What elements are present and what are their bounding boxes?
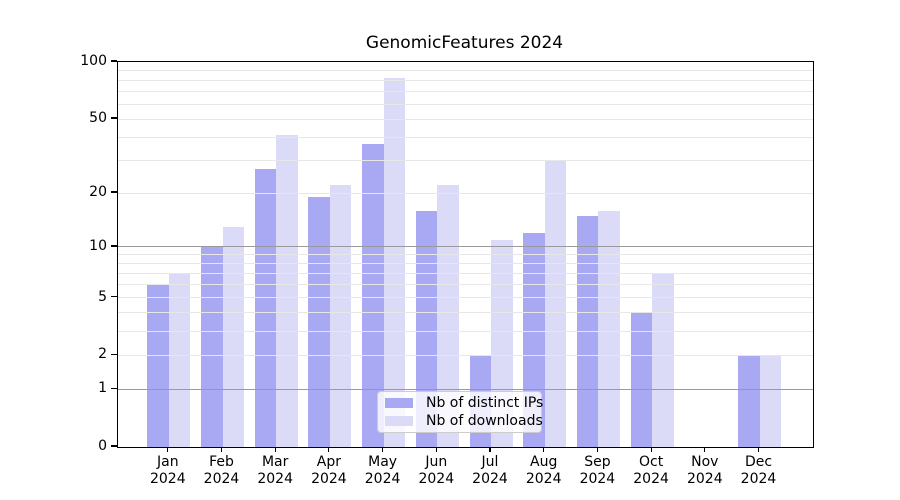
x-tick-label-oct: Oct 2024	[633, 454, 669, 487]
legend: Nb of distinct IPs Nb of downloads	[377, 391, 543, 433]
bar-feb-downloads	[222, 226, 244, 447]
chart-title: GenomicFeatures 2024	[365, 33, 564, 53]
bar-apr-downloads	[329, 185, 352, 447]
x-tick-label-may: May 2024	[364, 454, 401, 487]
x-tick-mark-aug	[543, 447, 545, 453]
legend-label-distinct-ips: Nb of distinct IPs	[426, 395, 544, 411]
y-tick-mark-1	[111, 387, 117, 389]
x-tick-mark-sep	[596, 447, 598, 453]
y-tick-mark-20	[111, 191, 117, 193]
y-tick-label-20: 20	[89, 184, 107, 201]
gridline-y-6	[118, 284, 813, 286]
x-tick-label-sep: Sep 2024	[579, 454, 616, 487]
plot-area	[117, 61, 814, 448]
bar-mar-downloads	[276, 135, 298, 447]
bar-may-distinct-ips	[362, 143, 384, 447]
bar-jun-distinct-ips	[415, 210, 438, 447]
x-tick-mark-feb	[220, 447, 223, 453]
y-tick-mark-10	[111, 245, 117, 247]
x-tick-label-nov: Nov 2024	[686, 454, 723, 487]
x-tick-label-dec: Dec 2024	[740, 454, 777, 487]
gridline-y-2	[118, 354, 813, 356]
bar-aug-downloads	[544, 160, 567, 447]
x-tick-label-jul: Jul 2024	[472, 454, 508, 487]
bar-jun-downloads	[437, 185, 459, 447]
gridline-y-40	[118, 136, 813, 138]
x-tick-label-apr: Apr 2024	[311, 454, 347, 487]
gridline-y-80	[118, 79, 813, 81]
bar-mar-distinct-ips	[254, 169, 277, 447]
x-tick-label-jan: Jan 2024	[149, 454, 186, 487]
y-tick-mark-5	[111, 295, 117, 298]
y-tick-label-100: 100	[80, 53, 107, 69]
x-tick-mark-mar	[274, 447, 276, 453]
y-tick-label-2: 2	[98, 346, 107, 363]
gridline-y-60	[118, 103, 813, 105]
gridline-y-90	[118, 70, 813, 72]
gridline-y-3	[118, 330, 813, 332]
legend-label-downloads: Nb of downloads	[426, 413, 543, 429]
bar-jan-distinct-ips	[147, 284, 169, 447]
x-tick-mark-nov	[704, 447, 706, 453]
legend-row-distinct-ips: Nb of distinct IPs	[385, 395, 543, 411]
x-tick-mark-oct	[650, 447, 652, 453]
gridline-y-30	[118, 160, 813, 162]
x-tick-mark-jan	[167, 447, 169, 453]
bar-dec-downloads	[759, 355, 781, 447]
gridline-y-7	[118, 273, 813, 275]
gridline-y-10	[118, 246, 813, 248]
y-tick-mark-100	[111, 60, 117, 62]
x-tick-label-feb: Feb 2024	[203, 454, 240, 487]
y-tick-mark-0	[111, 445, 117, 447]
x-tick-label-jun: Jun 2024	[418, 454, 455, 487]
gridline-y-1	[118, 388, 813, 390]
bar-oct-distinct-ips	[630, 312, 653, 447]
x-tick-mark-jun	[435, 447, 437, 453]
gridline-y-70	[118, 90, 813, 92]
y-tick-label-10: 10	[89, 237, 107, 254]
y-tick-label-0: 0	[98, 438, 107, 454]
x-tick-mark-dec	[757, 447, 760, 453]
y-tick-label-5: 5	[98, 288, 107, 305]
gridline-y-50	[118, 118, 813, 120]
bar-sep-downloads	[598, 210, 620, 447]
y-tick-mark-50	[111, 117, 117, 119]
x-tick-mark-may	[382, 447, 384, 453]
y-tick-label-50: 50	[89, 110, 107, 126]
x-tick-label-aug: Aug 2024	[525, 454, 562, 487]
y-tick-mark-2	[111, 353, 117, 355]
bar-dec-distinct-ips	[738, 355, 760, 447]
bar-oct-downloads	[652, 273, 674, 447]
legend-swatch-distinct-ips	[385, 397, 413, 409]
gridline-y-20	[118, 192, 813, 194]
x-tick-mark-jul	[489, 447, 491, 453]
legend-row-downloads: Nb of downloads	[385, 413, 543, 429]
bar-jan-downloads	[168, 273, 191, 447]
gridline-y-5	[118, 297, 813, 299]
gridline-y-4	[118, 312, 813, 314]
bar-apr-distinct-ips	[308, 197, 330, 447]
y-tick-label-1: 1	[98, 380, 107, 397]
legend-swatch-downloads	[385, 415, 413, 427]
x-tick-label-mar: Mar 2024	[257, 454, 293, 487]
bar-feb-distinct-ips	[201, 246, 223, 447]
x-tick-mark-apr	[328, 447, 330, 453]
gridline-y-8	[118, 263, 813, 265]
gridline-y-9	[118, 254, 813, 256]
